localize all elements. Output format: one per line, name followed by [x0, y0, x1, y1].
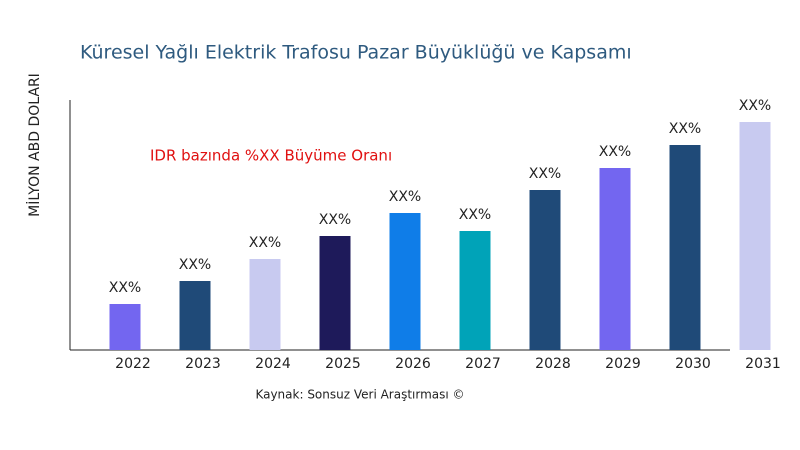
- bar: [319, 236, 351, 350]
- value-label: XX%: [179, 257, 211, 273]
- y-axis-label: MİLYON ABD DOLARI: [25, 73, 43, 217]
- x-tick-label: 2026: [395, 356, 431, 372]
- bar: [739, 122, 771, 350]
- value-label: XX%: [669, 121, 701, 137]
- bar: [599, 168, 631, 350]
- bar: [669, 145, 701, 350]
- bar: [249, 259, 281, 350]
- bar: [109, 304, 141, 350]
- chart-title: Küresel Yağlı Elektrik Trafosu Pazar Büy…: [80, 42, 632, 64]
- value-label: XX%: [739, 98, 771, 114]
- x-tick-label: 2024: [255, 356, 291, 372]
- bar: [179, 281, 211, 350]
- x-tick-label: 2027: [465, 356, 501, 372]
- value-label: XX%: [459, 207, 491, 223]
- bar: [459, 231, 491, 350]
- bar: [389, 213, 421, 350]
- annotation: IDR bazında %XX Büyüme Oranı: [150, 147, 392, 165]
- x-tick-label: 2025: [325, 356, 361, 372]
- x-tick-label: 2030: [675, 356, 711, 372]
- x-tick-label: 2028: [535, 356, 571, 372]
- x-tick-label: 2022: [115, 356, 151, 372]
- bar: [529, 190, 561, 350]
- x-tick-label: 2023: [185, 356, 221, 372]
- value-label: XX%: [319, 212, 351, 228]
- x-tick-label: 2029: [605, 356, 641, 372]
- source: Kaynak: Sonsuz Veri Araştırması ©: [255, 388, 464, 402]
- value-label: XX%: [389, 189, 421, 205]
- x-tick-label: 2031: [745, 356, 781, 372]
- value-label: XX%: [109, 280, 141, 296]
- value-label: XX%: [599, 144, 631, 160]
- value-label: XX%: [249, 235, 281, 251]
- value-label: XX%: [529, 166, 561, 182]
